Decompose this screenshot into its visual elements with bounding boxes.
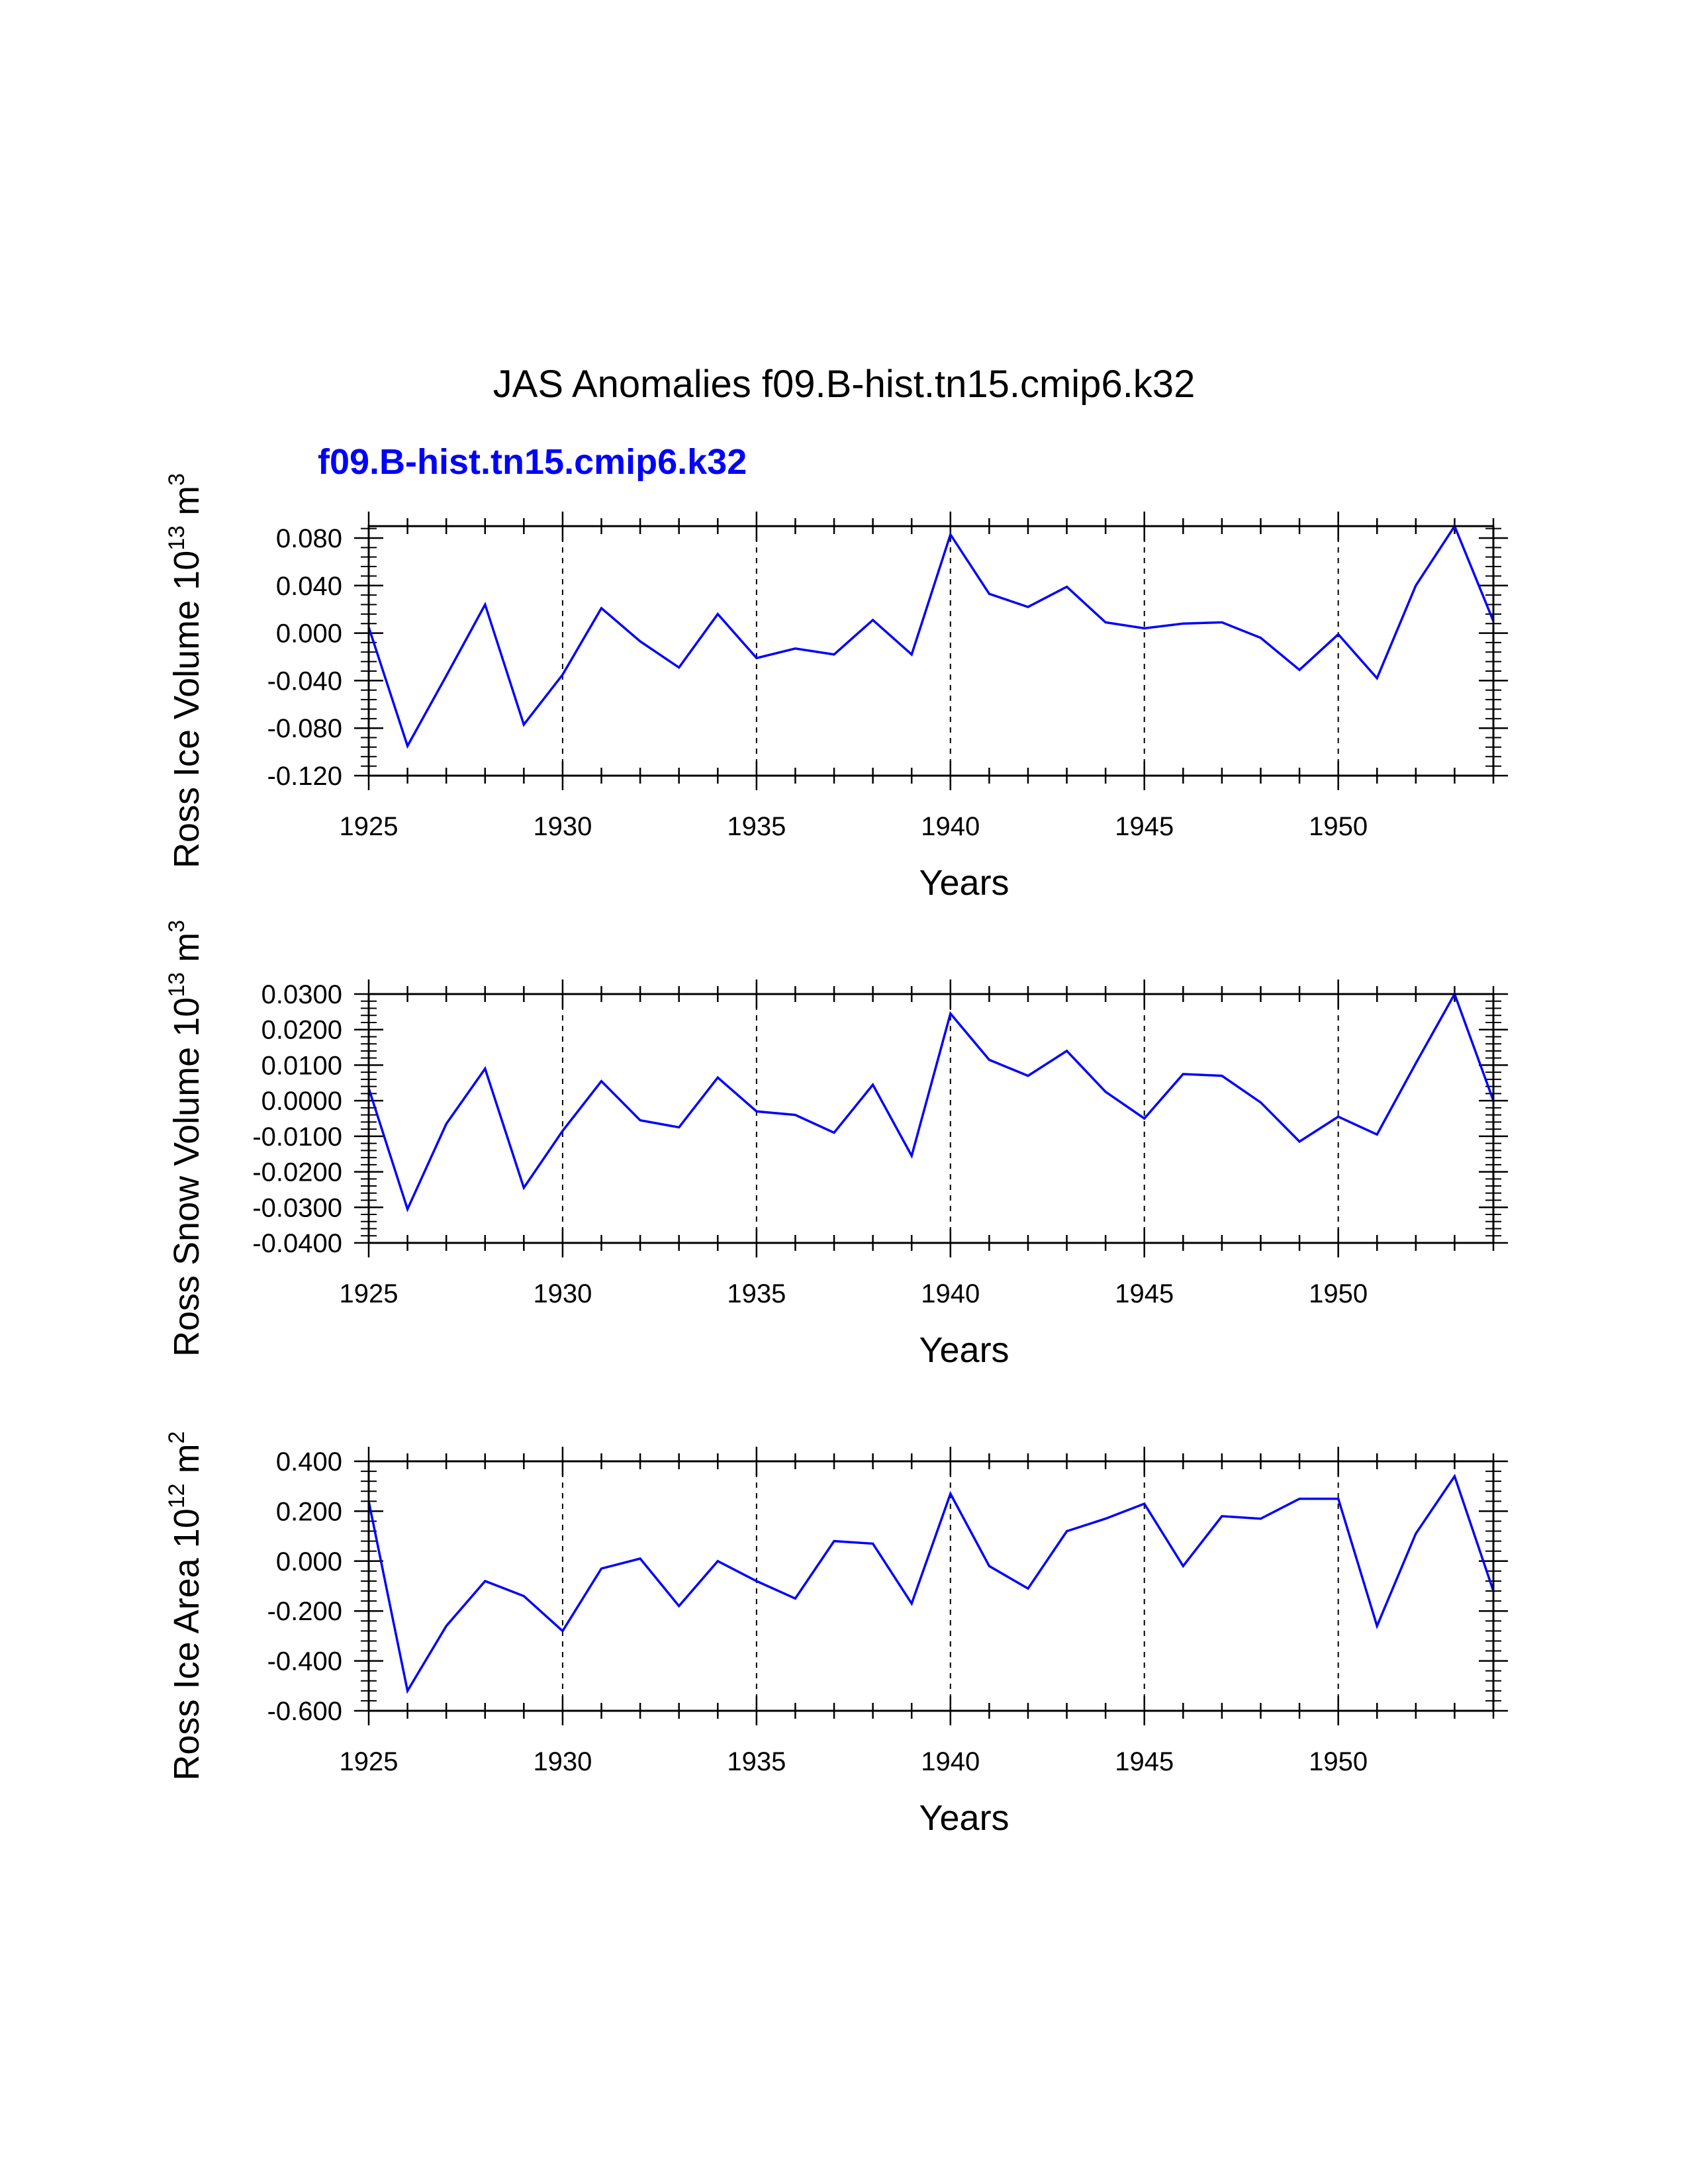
y-tick-label: -0.600 [267,1697,342,1726]
x-tick-label: 1945 [1115,812,1174,841]
x-tick-label: 1945 [1115,1279,1174,1308]
y-tick-label: -0.040 [267,666,342,696]
plot-frame [367,993,1495,1244]
panel-1: 1925 1930 1935 1940 1945 1950 Years -0.120 -0.08… [164,473,1508,903]
series-line [367,1473,1495,1694]
y-tick-label: -0.120 [267,762,342,791]
y-tick-label: -0.200 [267,1597,342,1626]
x-tick-label: 1945 [1115,1747,1174,1776]
y-tick-label: 0.080 [276,524,342,553]
x-tick-label: 1930 [533,812,592,841]
panel-2: 1925 1930 1935 1940 1945 1950 Years -0.0400 -0.0… [164,920,1508,1370]
y-axis-title: Ross Snow Volume 1013 m3 [164,920,207,1357]
x-tick-label: 1940 [921,1279,980,1308]
y-axis-title: Ross Ice Volume 1013 m3 [164,473,207,868]
x-tick-label: 1925 [340,1747,399,1776]
y-tick-label: 0.200 [276,1497,342,1526]
x-tick-label: 1935 [727,812,786,841]
x-tick-label: 1935 [727,1279,786,1308]
chart-title: JAS Anomalies f09.B-hist.tn15.cmip6.k32 [493,363,1196,406]
x-axis-title: Years [919,863,1009,903]
x-tick-label: 1925 [340,812,399,841]
plot-frame [367,1460,1495,1712]
x-tick-label: 1930 [533,1747,592,1776]
y-tick-label: -0.0300 [252,1193,342,1222]
x-tick-label: 1940 [921,1747,980,1776]
y-tick-label: 0.000 [276,619,342,649]
x-tick-label: 1950 [1309,1747,1368,1776]
y-tick-label: 0.400 [276,1447,342,1477]
x-tick-label: 1930 [533,1279,592,1308]
y-tick-label: 0.0100 [261,1051,342,1080]
y-tick-label: 0.0200 [261,1016,342,1045]
y-axis-title: Ross Ice Area 1012 m2 [164,1432,207,1781]
x-tick-label: 1925 [340,1279,399,1308]
x-tick-label: 1940 [921,812,980,841]
x-axis-title: Years [919,1798,1009,1838]
y-tick-label: 0.000 [276,1547,342,1576]
y-tick-label: 0.0300 [261,980,342,1009]
y-tick-label: 0.040 [276,572,342,601]
series-line [367,523,1495,749]
panel-3: 1925 1930 1935 1940 1945 1950 Years -0.600 -0.40… [164,1432,1508,1838]
chart-panels: 1925 1930 1935 1940 1945 1950 Years -0.120 -0.08… [164,473,1508,1838]
x-axis-title: Years [919,1330,1009,1370]
y-tick-label: 0.0000 [261,1087,342,1116]
x-tick-label: 1950 [1309,1279,1368,1308]
plot-frame [367,525,1495,777]
y-tick-label: -0.0400 [252,1229,342,1258]
y-tick-label: -0.080 [267,714,342,743]
y-tick-label: -0.0100 [252,1122,342,1152]
y-tick-label: -0.400 [267,1647,342,1676]
y-tick-label: -0.0200 [252,1158,342,1187]
chart-subtitle: f09.B-hist.tn15.cmip6.k32 [318,442,747,482]
x-tick-label: 1950 [1309,812,1368,841]
x-tick-label: 1935 [727,1747,786,1776]
series-line [367,991,1495,1212]
